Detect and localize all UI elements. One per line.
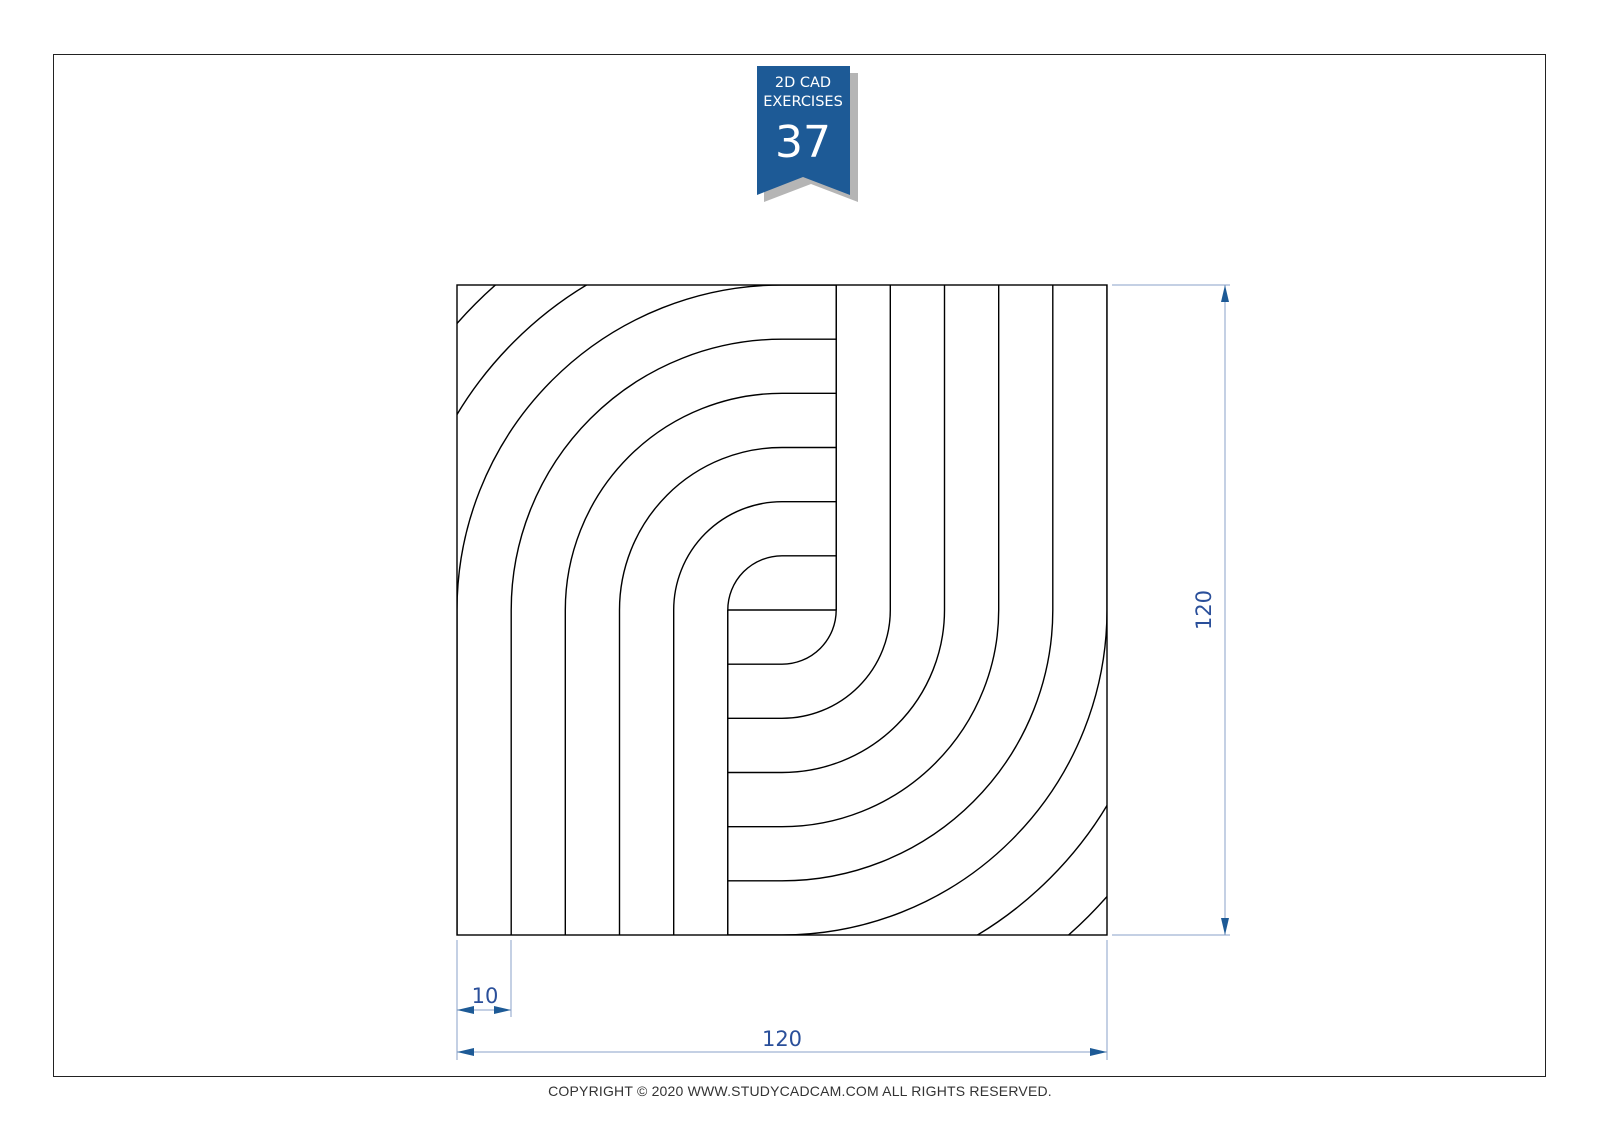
badge-number: 37 bbox=[775, 117, 831, 168]
copyright-site: WWW.STUDYCADCAM.COM bbox=[687, 1083, 879, 1099]
copyright-prefix: COPYRIGHT © 2020 bbox=[548, 1083, 688, 1099]
copyright-footer: COPYRIGHT © 2020 WWW.STUDYCADCAM.COM ALL… bbox=[0, 1083, 1600, 1099]
badge-line-2: EXERCISES bbox=[763, 94, 843, 110]
arc-upper-corner-1 bbox=[457, 285, 589, 417]
arrow-width-right bbox=[1090, 1048, 1107, 1056]
drawing-frame bbox=[53, 54, 1546, 1077]
arrow-height-top bbox=[1221, 285, 1229, 302]
stripe-upper-2 bbox=[673, 501, 837, 935]
arrow-stripe-left bbox=[457, 1006, 474, 1014]
stripe-upper-5 bbox=[510, 338, 837, 935]
arrow-stripe-right bbox=[494, 1006, 511, 1014]
stripe-pattern bbox=[457, 285, 1107, 935]
stripe-upper-4 bbox=[564, 392, 837, 935]
dimensions bbox=[456, 284, 1230, 1060]
stripe-lower-5 bbox=[727, 285, 1054, 882]
arc-lower-corner-2 bbox=[1067, 895, 1107, 935]
arrow-width-left bbox=[457, 1048, 474, 1056]
square-outline bbox=[456, 284, 1108, 936]
arc-lower-corner-1 bbox=[975, 803, 1107, 935]
dimension-arrows bbox=[457, 285, 1229, 1056]
exercise-badge: 2D CAD EXERCISES 37 bbox=[757, 66, 858, 202]
arrow-height-bottom bbox=[1221, 918, 1229, 935]
pattern-square bbox=[456, 284, 1108, 936]
width-dimension-label: 120 bbox=[762, 1027, 802, 1051]
badge-line-1: 2D CAD bbox=[775, 75, 831, 91]
stripe-lower-6 bbox=[727, 285, 1107, 935]
stripe-upper-3 bbox=[618, 446, 837, 935]
stripe-lower-2 bbox=[727, 285, 891, 719]
stripe-upper-6 bbox=[457, 285, 837, 935]
arc-upper-corner-2 bbox=[457, 285, 497, 325]
stripe-lower-1 bbox=[727, 285, 837, 665]
copyright-suffix: ALL RIGHTS RESERVED. bbox=[878, 1083, 1052, 1099]
stripe-lower-3 bbox=[727, 285, 946, 774]
height-dimension-label: 120 bbox=[1192, 590, 1216, 630]
badge-ribbon bbox=[757, 66, 850, 195]
stripe-upper-1 bbox=[727, 555, 837, 935]
stripe-lower-4 bbox=[727, 285, 1000, 828]
stripe-dimension-label: 10 bbox=[472, 984, 499, 1008]
